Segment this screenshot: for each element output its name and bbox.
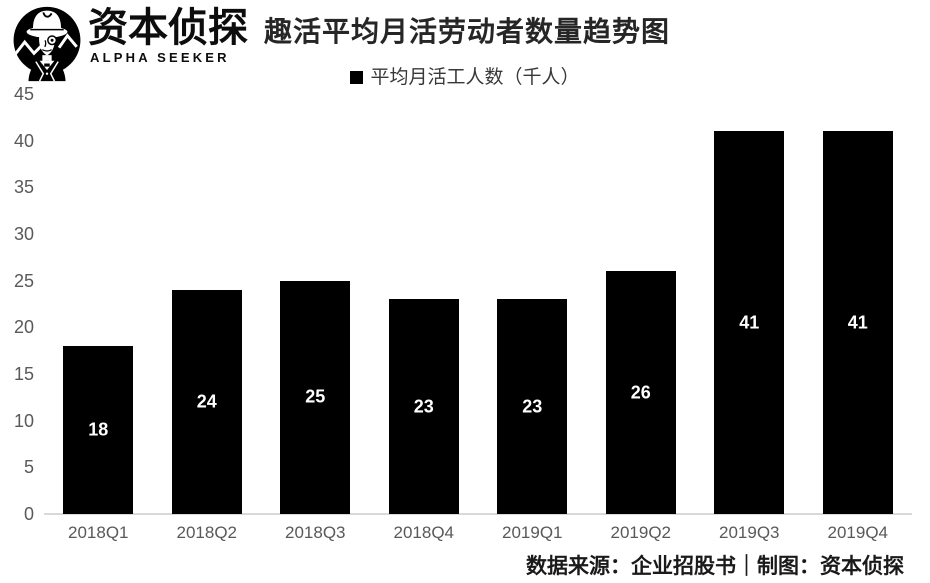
- x-axis-label: 2019Q1: [502, 523, 563, 542]
- y-axis-tick-label: 0: [23, 504, 34, 524]
- x-axis-label: 2018Q1: [68, 523, 129, 542]
- brand-subtitle: ALPHA SEEKER: [90, 50, 230, 65]
- x-axis-label: 2019Q4: [827, 523, 889, 542]
- bar-value-label: 25: [305, 386, 326, 407]
- bar-2018Q2: 24: [171, 290, 242, 514]
- y-axis-tick-label: 15: [13, 364, 34, 384]
- bar-slot: 23: [370, 94, 479, 514]
- y-axis-tick-label: 35: [13, 177, 34, 198]
- y-axis-tick-label: 20: [13, 317, 34, 338]
- bar-value-label: 23: [413, 396, 434, 417]
- bar-value-label: 41: [847, 312, 868, 333]
- bar-slot: 24: [153, 94, 262, 514]
- x-axis-baseline: [44, 513, 912, 515]
- black-square-icon: [350, 71, 364, 84]
- bar-2019Q1: 23: [497, 299, 568, 514]
- bar-slot: 41: [695, 94, 804, 514]
- x-axis-label: 2018Q2: [176, 523, 238, 542]
- bar-slot: 23: [478, 94, 587, 514]
- bar-2019Q4: 41: [822, 131, 893, 514]
- bar-2018Q4: 23: [388, 299, 459, 514]
- bar-2019Q2: 26: [605, 271, 676, 514]
- bar-2019Q3: 41: [714, 131, 785, 514]
- x-axis-label: 2018Q3: [285, 523, 346, 542]
- bar-value-label: 23: [522, 396, 543, 417]
- legend-label: 平均月活工人数（千人）: [370, 67, 580, 88]
- y-axis-tick-label: 30: [13, 224, 34, 244]
- x-axis-label: 2019Q3: [719, 523, 780, 542]
- y-axis-tick-label: 5: [23, 457, 34, 478]
- brand-name: 资本侦探: [88, 5, 248, 50]
- bar-2018Q1: 18: [63, 346, 134, 514]
- bar-slot: 25: [261, 94, 370, 514]
- bar-slot: 18: [44, 94, 153, 514]
- y-axis-tick-label: 25: [13, 270, 34, 291]
- bar-slot: 41: [804, 94, 913, 514]
- bar-slot: 26: [587, 94, 696, 514]
- page-title: 趣活平均月活劳动者数量趋势图: [264, 17, 671, 48]
- data-source-note: 数据来源：企业招股书｜制图：资本侦探: [526, 554, 904, 578]
- y-axis-tick-label: 45: [13, 84, 34, 104]
- legend: 平均月活工人数（千人）: [0, 62, 930, 89]
- bar-value-label: 24: [196, 391, 217, 412]
- x-axis-label: 2019Q2: [610, 523, 672, 542]
- y-axis-tick-label: 40: [13, 130, 34, 151]
- bar-value-label: 41: [739, 312, 760, 333]
- detective-logo-icon: [13, 6, 81, 82]
- y-axis-tick-label: 10: [13, 410, 34, 431]
- x-axis-label: 2018Q4: [393, 523, 455, 542]
- bar-2018Q3: 25: [280, 280, 351, 514]
- bar-value-label: 18: [88, 419, 109, 440]
- bar-value-label: 26: [630, 382, 651, 403]
